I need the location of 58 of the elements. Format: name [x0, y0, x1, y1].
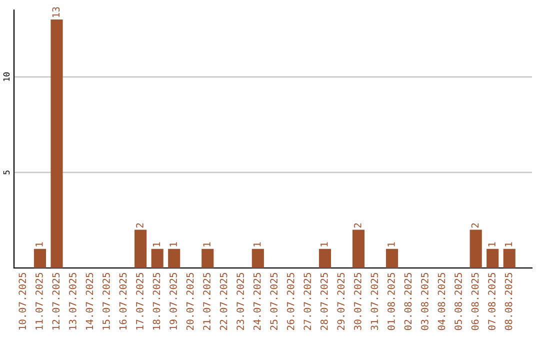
- data-label: 1: [488, 242, 496, 246]
- x-tick-label: 17.07.2025: [136, 272, 144, 330]
- x-tick-label: 08.08.2025: [504, 272, 512, 330]
- x-tick-label: 19.07.2025: [170, 272, 177, 330]
- bar: [318, 248, 332, 268]
- y-tick-label: 10: [3, 72, 10, 81]
- data-label: 1: [152, 242, 160, 246]
- x-tick-label: 02.08.2025: [404, 272, 412, 330]
- y-tick-label: 5: [3, 170, 10, 174]
- x-tick-label: 07.08.2025: [488, 272, 496, 330]
- bar: [470, 230, 482, 268]
- x-tick-label: 29.07.2025: [337, 272, 345, 330]
- bar: [168, 248, 180, 268]
- bar: [34, 248, 46, 268]
- x-tick-label: 20.07.2025: [186, 272, 194, 330]
- x-tick-label: 24.07.2025: [253, 272, 261, 330]
- x-tick-label: 18.07.2025: [152, 272, 160, 330]
- data-label: 1: [254, 242, 261, 246]
- x-tick-label: 30.07.2025: [354, 272, 362, 330]
- bar: [134, 230, 147, 268]
- x-tick-label: 28.07.2025: [320, 272, 328, 330]
- x-tick-label: 15.07.2025: [102, 272, 110, 330]
- data-label: 1: [504, 242, 512, 246]
- x-tick-label: 25.07.2025: [270, 272, 278, 330]
- bar: [50, 20, 63, 268]
- bar: [486, 248, 499, 268]
- bar: [503, 248, 516, 268]
- x-tick-label: 13.07.2025: [69, 272, 76, 330]
- x-tick-label: 23.07.2025: [236, 272, 244, 330]
- bar: [352, 230, 365, 268]
- x-tick-label: 22.07.2025: [220, 272, 228, 330]
- data-label: 1: [320, 242, 328, 246]
- data-label: 1: [36, 242, 43, 246]
- data-label: 1: [170, 242, 177, 246]
- x-tick-label: 11.07.2025: [35, 272, 43, 330]
- data-label: 2: [136, 223, 144, 228]
- data-label: 1: [388, 242, 395, 246]
- bar: [386, 248, 398, 268]
- x-tick-label: 27.07.2025: [304, 272, 312, 330]
- x-tick-label: 21.07.2025: [203, 272, 210, 330]
- bar: [151, 248, 164, 268]
- x-tick-label: 03.08.2025: [421, 272, 428, 330]
- bar: [252, 248, 264, 268]
- x-tick-label: 16.07.2025: [119, 272, 127, 330]
- x-tick-label: 06.08.2025: [471, 272, 479, 330]
- x-tick-label: 05.08.2025: [454, 272, 462, 330]
- x-tick-label: 10.07.2025: [18, 272, 26, 330]
- x-tick-label: 31.07.2025: [370, 272, 378, 330]
- data-label: 1: [203, 242, 210, 246]
- data-label: 2: [354, 223, 362, 228]
- x-tick-label: 26.07.2025: [286, 272, 294, 330]
- x-tick-label: 12.07.2025: [52, 272, 60, 330]
- data-label: 2: [471, 223, 479, 228]
- x-tick-label: 01.08.2025: [388, 272, 395, 330]
- data-label: 13: [52, 7, 60, 17]
- x-tick-label: 04.08.2025: [438, 272, 446, 330]
- bar: [202, 248, 214, 268]
- x-tick-label: 14.07.2025: [86, 272, 94, 330]
